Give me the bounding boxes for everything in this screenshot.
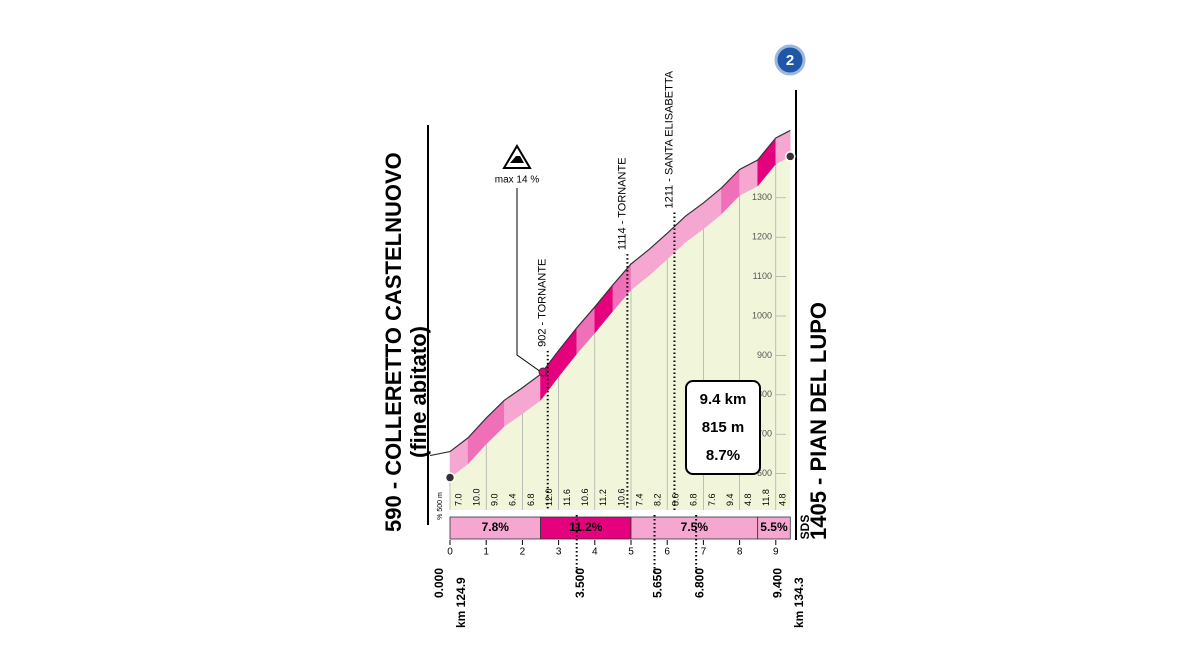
y-tick-label: 1100 xyxy=(753,271,772,281)
gradient-label: 7.0 xyxy=(453,493,463,506)
section-label: 11.2% xyxy=(569,520,603,534)
x-tick-label: 5 xyxy=(628,547,634,558)
y-tick-label: 1000 xyxy=(752,310,772,320)
x-tick-label: 8 xyxy=(737,547,743,558)
max-pointer xyxy=(516,188,542,373)
x-tick-label: 9 xyxy=(773,547,779,558)
x-tick-label: 4 xyxy=(592,547,598,558)
gradient-label: 8.6 xyxy=(671,493,681,506)
x-tick-label: 0 xyxy=(447,547,453,558)
section-label: 7.5% xyxy=(681,520,709,534)
km-marker-label: 6.800 xyxy=(692,568,706,598)
km-marker-label: 5.650 xyxy=(651,568,665,598)
km-marker-label: 0.000 xyxy=(432,568,446,598)
gradient-label: 11.2 xyxy=(598,489,608,506)
landmark-label: 1114 - TORNANTE xyxy=(616,157,628,250)
summary-climb: 815 m xyxy=(702,419,745,436)
landmark-label: 1211 - SANTA ELISABETTA xyxy=(663,70,675,208)
warning-slope xyxy=(510,156,524,163)
gradient-label: 10.6 xyxy=(616,488,626,506)
x-tick-label: 3 xyxy=(556,547,562,558)
start-label: 590 - COLLERETTO CASTELNUOVO xyxy=(381,152,406,532)
summary-box xyxy=(685,380,761,475)
finish-label: 1405 - PIAN DEL LUPO xyxy=(806,302,831,540)
x-tick-label: 2 xyxy=(520,547,526,558)
km-marker-label: 9.400 xyxy=(770,568,784,598)
km-marker-label: 3.500 xyxy=(573,568,587,598)
finish-km: km 134.3 xyxy=(792,577,806,628)
gradient-label: 6.4 xyxy=(508,493,518,506)
section-label: 7.8% xyxy=(482,520,510,534)
y-tick-label: 900 xyxy=(757,350,772,360)
y-tick-label: 600 xyxy=(757,468,772,478)
start-point xyxy=(444,472,456,483)
start-km: km 124.9 xyxy=(454,577,468,628)
section-bar xyxy=(757,516,791,540)
gradient-label: 9.0 xyxy=(490,493,500,506)
gradient-label: 7.4 xyxy=(634,493,644,506)
y-tick-label: 1300 xyxy=(752,192,772,202)
profile-start-edge xyxy=(429,450,451,457)
gradient-label: 6.8 xyxy=(689,493,699,506)
section-label: 5.5% xyxy=(760,520,788,534)
gradient-label: 6.8 xyxy=(526,493,536,506)
x-tick-label: 6 xyxy=(664,547,670,558)
x-tick-label: 7 xyxy=(701,547,707,558)
max-point xyxy=(538,367,548,377)
y-tick-label: 800 xyxy=(757,389,772,399)
gradient-label: 9.4 xyxy=(725,493,735,506)
gradient-label: 11.6 xyxy=(562,489,572,506)
gradient-label: 12.0 xyxy=(544,488,554,506)
badge-number: 2 xyxy=(786,52,794,69)
finish-point xyxy=(785,151,796,162)
gradient-label: 11.8 xyxy=(761,489,771,506)
x-tick-label: 1 xyxy=(483,547,489,558)
gradient-label: 10.6 xyxy=(580,488,590,506)
gradient-label: 7.6 xyxy=(707,493,717,506)
summary-gradient: 8.7% xyxy=(706,447,740,464)
profile-edge xyxy=(449,129,791,453)
summary-distance: 9.4 km xyxy=(700,391,747,408)
gradient-label: 4.8 xyxy=(777,493,787,506)
gradient-label: 10.0 xyxy=(472,488,482,506)
sds-label: SDS xyxy=(798,515,812,540)
y-tick-label: 700 xyxy=(757,429,772,439)
y-tick-label: 1200 xyxy=(752,232,772,242)
max-gradient: max 14 % xyxy=(495,175,540,186)
gradient-label: 8.2 xyxy=(653,493,663,506)
start-sublabel: (fine abitato) xyxy=(406,326,431,458)
gradient-unit: % 500 m xyxy=(437,492,444,520)
badge xyxy=(774,44,806,76)
landmark-label: 902 - TORNANTE xyxy=(537,259,549,347)
gradient-label: 4.8 xyxy=(743,493,753,506)
